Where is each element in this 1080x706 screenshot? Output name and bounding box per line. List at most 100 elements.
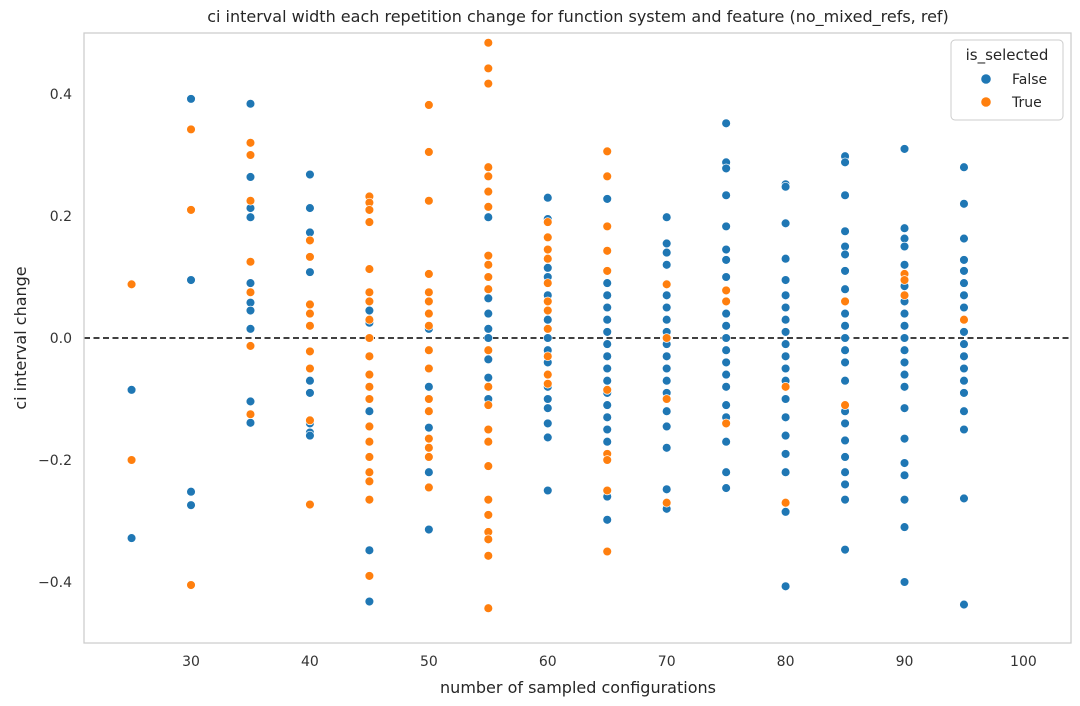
point-false-66 [602, 363, 612, 374]
point-false-187 [959, 327, 969, 337]
point-false-31 [424, 382, 434, 392]
point-false-146 [840, 345, 850, 355]
point-false-102 [721, 308, 731, 319]
point-false-172 [899, 433, 910, 444]
point-true-48 [424, 321, 434, 331]
point-false-80 [661, 302, 672, 313]
point-false-86 [661, 375, 672, 386]
point-true-37 [364, 467, 375, 477]
point-true-30 [364, 351, 375, 362]
point-true-113 [899, 275, 910, 285]
point-false-67 [602, 375, 612, 386]
point-false-160 [899, 241, 910, 252]
point-true-69 [483, 382, 494, 392]
point-false-24 [305, 430, 315, 441]
point-false-14 [245, 396, 256, 407]
point-true-79 [483, 603, 494, 613]
point-true-55 [424, 452, 434, 462]
point-true-104 [661, 497, 672, 508]
point-true-24 [364, 217, 375, 227]
point-false-33 [424, 467, 434, 477]
point-false-71 [602, 424, 612, 435]
point-true-52 [424, 406, 434, 416]
point-true-106 [721, 296, 731, 307]
point-false-108 [721, 382, 731, 392]
point-false-76 [661, 238, 672, 249]
point-true-64 [483, 250, 494, 261]
point-false-133 [780, 581, 791, 592]
point-true-16 [305, 321, 315, 331]
point-true-40 [364, 571, 375, 581]
legend-marker-false [980, 73, 992, 85]
point-false-140 [840, 266, 850, 276]
point-true-72 [483, 436, 494, 447]
point-true-60 [483, 162, 494, 172]
point-false-154 [840, 479, 850, 490]
point-false-188 [959, 339, 969, 349]
y-tick-label-2: 0.0 [50, 331, 72, 347]
point-true-71 [483, 424, 494, 435]
point-false-156 [840, 544, 850, 555]
point-true-77 [483, 534, 494, 545]
point-true-94 [602, 246, 612, 256]
point-false-38 [483, 324, 494, 334]
point-false-90 [661, 443, 672, 453]
point-true-114 [899, 290, 910, 301]
point-true-1 [126, 455, 137, 465]
point-false-122 [780, 327, 791, 337]
point-true-59 [483, 78, 494, 89]
point-false-144 [840, 321, 850, 331]
chart-title: ci interval width each repetition change… [207, 7, 949, 27]
point-false-25 [364, 305, 375, 316]
point-true-85 [543, 296, 553, 307]
axis-ticks: 30 40 50 60 70 80 90 100 −0.4 −0.2 0.0 0.2 0.4 [38, 87, 1037, 670]
point-true-38 [364, 476, 375, 487]
point-false-182 [959, 266, 969, 276]
point-false-72 [602, 436, 612, 447]
point-true-90 [543, 379, 553, 389]
point-false-175 [899, 494, 910, 505]
point-true-109 [780, 497, 791, 508]
x-tick-label-100: 100 [1010, 654, 1037, 670]
point-false-13 [245, 324, 256, 334]
point-true-89 [543, 369, 553, 380]
point-false-3 [186, 275, 196, 285]
point-false-20 [305, 375, 315, 386]
point-false-104 [721, 333, 731, 343]
x-tick-label-40: 40 [301, 654, 319, 670]
point-false-85 [661, 363, 672, 374]
point-true-28 [364, 314, 375, 325]
point-false-180 [959, 233, 969, 244]
point-true-20 [305, 499, 315, 510]
point-false-148 [840, 375, 850, 386]
point-true-46 [424, 296, 434, 307]
point-false-39 [483, 333, 494, 343]
point-false-40 [483, 354, 494, 365]
point-false-7 [245, 172, 256, 182]
x-tick-label-80: 80 [777, 654, 795, 670]
point-false-93 [721, 118, 731, 129]
point-false-143 [840, 308, 850, 319]
point-false-27 [364, 406, 375, 416]
point-true-93 [602, 221, 612, 232]
point-false-10 [245, 278, 256, 288]
point-true-43 [424, 196, 434, 206]
point-false-139 [840, 249, 850, 260]
point-false-6 [245, 99, 256, 109]
point-false-155 [840, 494, 850, 505]
point-true-95 [602, 266, 612, 276]
point-false-43 [543, 192, 553, 203]
point-true-115 [959, 314, 969, 325]
point-false-185 [959, 302, 969, 313]
point-true-12 [305, 235, 315, 246]
point-true-0 [126, 279, 137, 290]
point-false-96 [721, 190, 731, 201]
point-false-170 [899, 382, 910, 392]
point-true-65 [483, 260, 494, 270]
point-true-67 [483, 284, 494, 294]
point-true-107 [721, 418, 731, 429]
point-true-5 [245, 138, 256, 148]
legend-marker-true [980, 96, 992, 108]
point-false-61 [602, 302, 612, 313]
point-false-194 [959, 424, 969, 435]
